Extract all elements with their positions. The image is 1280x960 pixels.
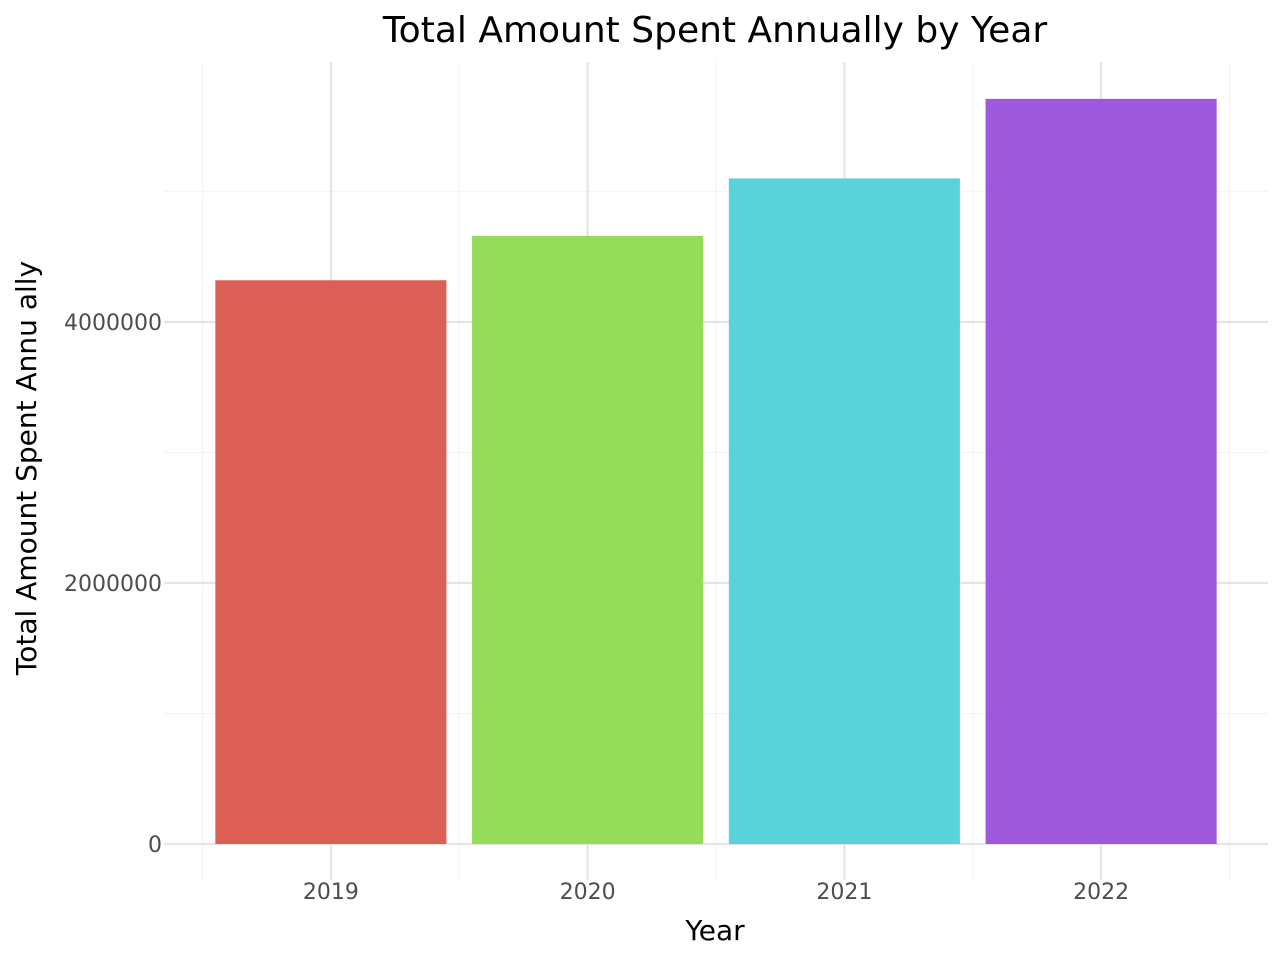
bar-2022 xyxy=(985,98,1217,845)
bars xyxy=(215,98,1217,845)
y-tick-labels: 0 2000000 4000000 xyxy=(64,311,162,858)
x-tick-label: 2020 xyxy=(560,880,616,905)
bar-2019 xyxy=(215,280,447,844)
chart-title: Total Amount Spent Annually by Year xyxy=(382,10,1048,51)
y-tick-label: 2000000 xyxy=(64,572,162,597)
x-tick-label: 2022 xyxy=(1073,880,1129,905)
y-tick-label: 0 xyxy=(148,833,162,858)
x-tick-label: 2019 xyxy=(303,880,359,905)
x-axis-title: Year xyxy=(684,914,745,947)
bar-2021 xyxy=(728,178,960,844)
y-tick-label: 4000000 xyxy=(64,311,162,336)
bar-2020 xyxy=(472,235,704,844)
x-tick-labels: 2019 2020 2021 2022 xyxy=(303,880,1129,905)
x-tick-label: 2021 xyxy=(816,880,872,905)
y-axis-title: Total Amount Spent Annu ally xyxy=(10,261,43,676)
